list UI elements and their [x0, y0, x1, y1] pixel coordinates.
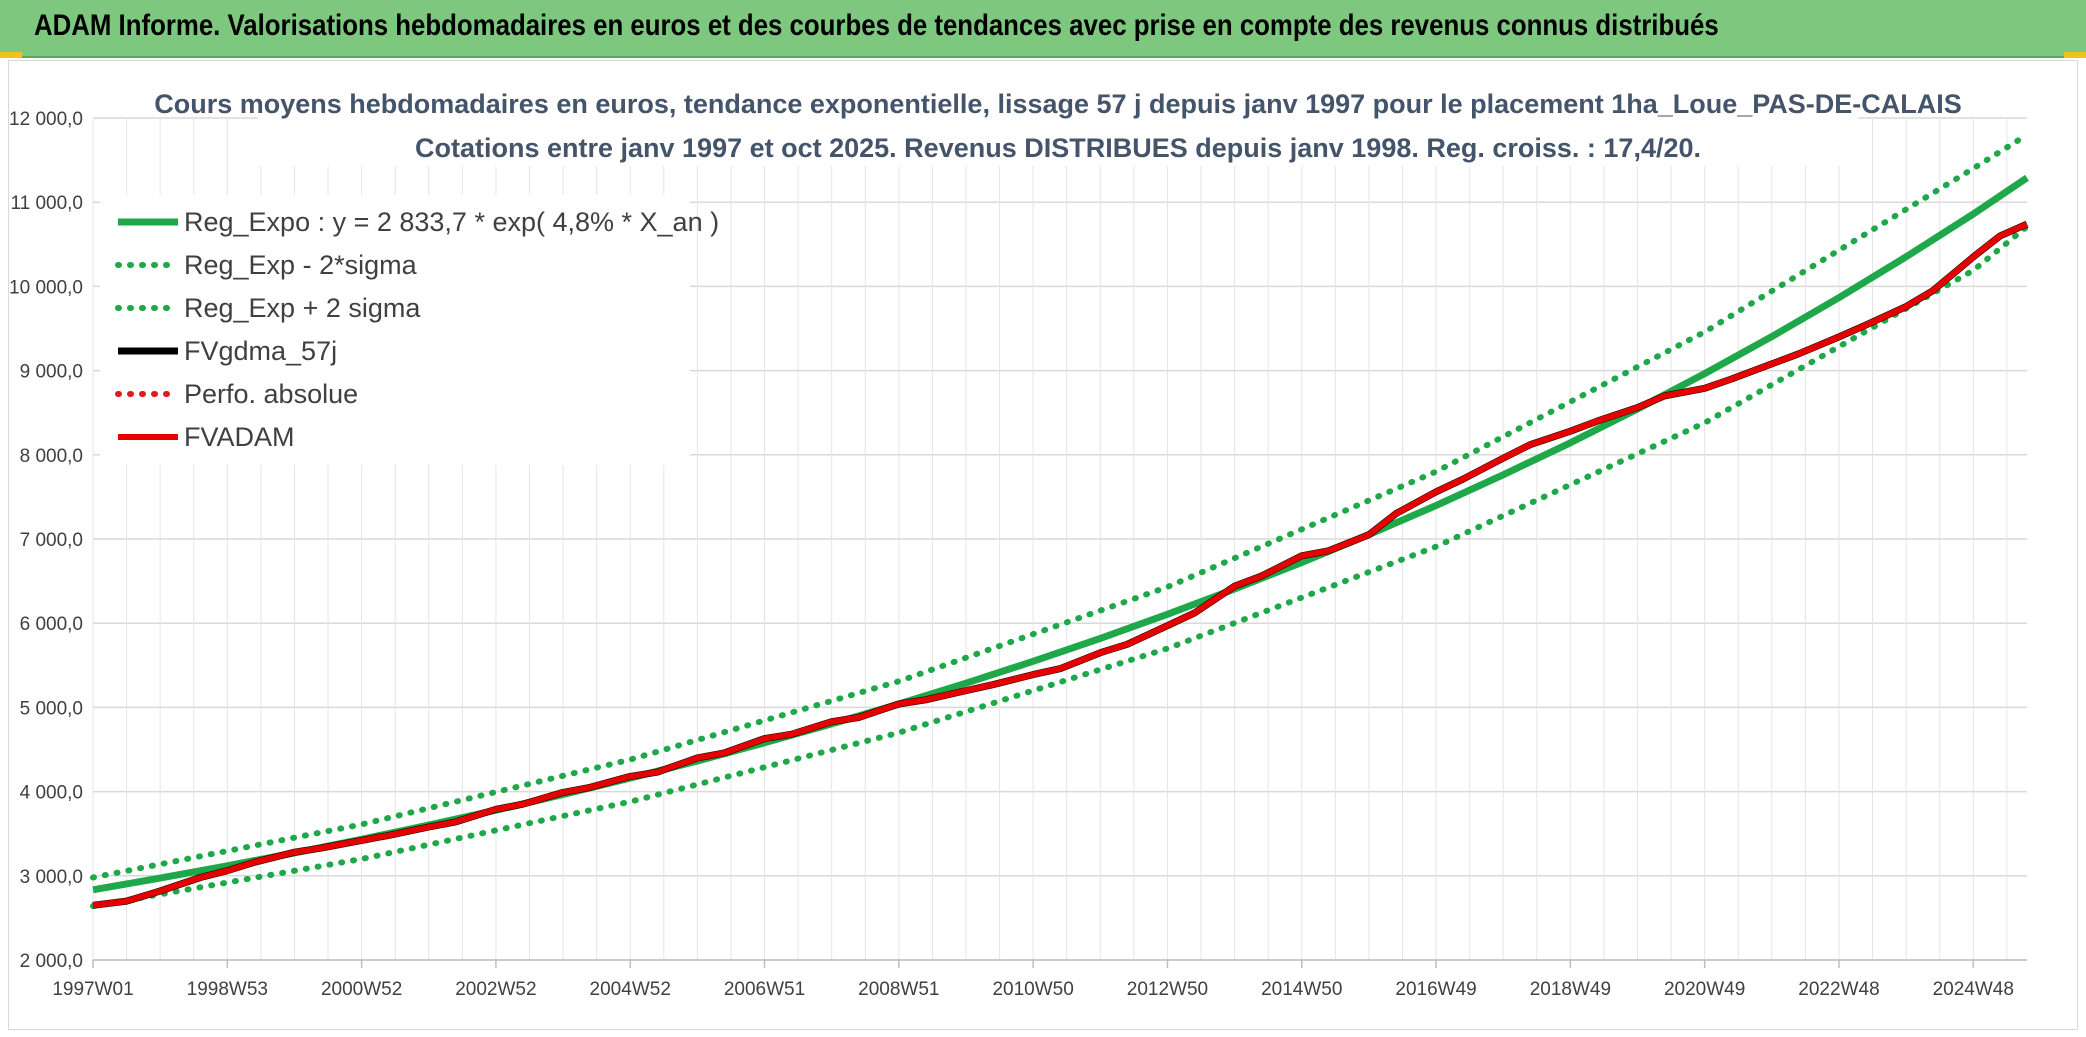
series-line-2 — [90, 131, 2030, 881]
x-tick-label: 2008W51 — [858, 979, 939, 1000]
x-tick-label: 2024W48 — [1933, 979, 2014, 1000]
corner-accent-left — [0, 52, 22, 58]
x-axis: 1997W01 1998W53 2000W52 2002W52 2004W52 2006W… — [52, 960, 2014, 1000]
y-tick-label: 5 000,0 — [20, 698, 83, 719]
y-axis: 2 000,0 3 000,0 4 000,0 5 000,0 6 000,0 7 000… — [9, 109, 83, 972]
series-line-1 — [90, 223, 2030, 910]
y-tick-label: 6 000,0 — [20, 614, 83, 635]
x-tick-label: 2018W49 — [1530, 979, 1611, 1000]
chart-title-line2: Cotations entre janv 1997 et oct 2025. R… — [415, 133, 1701, 163]
x-tick-label: 2016W49 — [1395, 979, 1476, 1000]
legend-label: Reg_Exp - 2*sigma — [184, 250, 418, 280]
x-tick-label: 2014W50 — [1261, 979, 1342, 1000]
y-tick-label: 11 000,0 — [10, 193, 83, 214]
series-line-5 — [92, 221, 2029, 909]
y-tick-label: 9 000,0 — [20, 362, 83, 383]
chart-title-line1: Cours moyens hebdomadaires en euros, ten… — [154, 89, 1962, 119]
header-banner: ADAM Informe. Valorisations hebdomadaire… — [0, 0, 2086, 58]
legend-label: Reg_Exp + 2 sigma — [184, 293, 421, 323]
banner-title: ADAM Informe. Valorisations hebdomadaire… — [34, 9, 1719, 42]
legend-label: FVADAM — [184, 422, 295, 452]
y-tick-label: 10 000,0 — [9, 277, 83, 298]
y-tick-label: 8 000,0 — [20, 446, 83, 467]
x-tick-label: 2020W49 — [1664, 979, 1745, 1000]
title-background — [258, 82, 1858, 166]
x-tick-label: 2002W52 — [455, 979, 536, 1000]
y-tick-label: 7 000,0 — [20, 530, 83, 551]
legend-label: FVgdma_57j — [184, 336, 337, 366]
x-tick-label: 2022W48 — [1798, 979, 1879, 1000]
y-tick-label: 4 000,0 — [20, 783, 83, 804]
x-tick-label: 2004W52 — [590, 979, 671, 1000]
x-tick-label: 2010W50 — [992, 979, 1073, 1000]
x-tick-label: 1998W53 — [187, 979, 268, 1000]
legend-label: Reg_Expo : y = 2 833,7 * exp( 4,8% * X_a… — [184, 207, 719, 237]
corner-accent-right — [2064, 52, 2086, 58]
x-tick-label: 2006W51 — [724, 979, 805, 1000]
y-tick-label: 2 000,0 — [20, 951, 83, 972]
chart-frame — [8, 60, 2078, 1030]
legend-background — [100, 195, 690, 465]
x-tick-label: 2000W52 — [321, 979, 402, 1000]
legend-label: Perfo. absolue — [184, 379, 358, 409]
legend: Reg_Expo : y = 2 833,7 * exp( 4,8% * X_a… — [115, 207, 719, 452]
y-tick-label: 3 000,0 — [20, 867, 83, 888]
x-tick-label: 2012W50 — [1127, 979, 1208, 1000]
y-tick-label: 12 000,0 — [9, 109, 83, 130]
x-tick-label: 1997W01 — [52, 979, 133, 1000]
plot-lines — [90, 131, 2030, 910]
